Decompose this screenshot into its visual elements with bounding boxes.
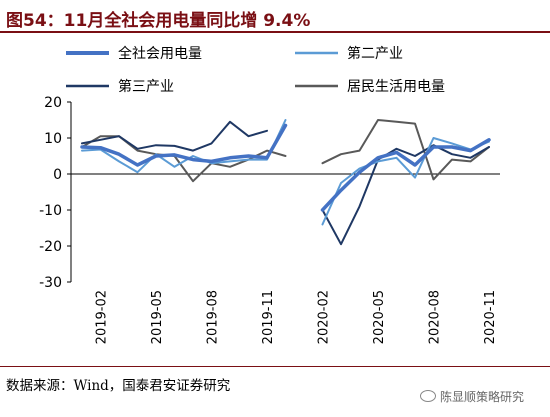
legend-label: 第三产业 [118, 78, 174, 95]
y-tick-label: -20 [39, 239, 62, 255]
legend-label: 居民生活用电量 [347, 79, 445, 95]
y-tick-label: 0 [53, 167, 62, 183]
x-tick-label: 2019-05 [150, 290, 165, 344]
figure-header: 图54：11月全社会用电量同比增 9.4% [0, 0, 550, 33]
data-source: 数据来源：Wind，国泰君安证券研究 [6, 378, 231, 394]
series-line [81, 119, 490, 226]
x-tick-label: 2019-08 [206, 290, 221, 344]
legend-label: 全社会用电量 [118, 45, 202, 62]
legend-label: 第二产业 [347, 45, 403, 62]
series-line [80, 123, 491, 212]
figure-title: 图54：11月全社会用电量同比增 9.4% [6, 11, 311, 31]
x-tick-label: 2020-11 [483, 290, 498, 344]
watermark-text: 陈显顺策略研究 [440, 390, 525, 404]
y-tick-label: 10 [44, 131, 62, 147]
watermark: 陈显顺策略研究 [420, 388, 524, 405]
x-tick-label: 2019-11 [261, 290, 276, 344]
x-tick-label: 2020-08 [428, 290, 443, 344]
series-line [81, 120, 490, 246]
title-rule [0, 31, 550, 33]
bottom-rule [0, 366, 550, 367]
y-tick-label: -10 [39, 203, 62, 219]
y-tick-label: -30 [39, 275, 62, 291]
x-tick-label: 2020-02 [317, 290, 332, 344]
x-tick-label: 2020-05 [372, 290, 387, 344]
x-tick-label: 2019-02 [95, 290, 110, 344]
y-tick-label: 20 [44, 95, 62, 111]
wechat-icon [420, 390, 436, 402]
